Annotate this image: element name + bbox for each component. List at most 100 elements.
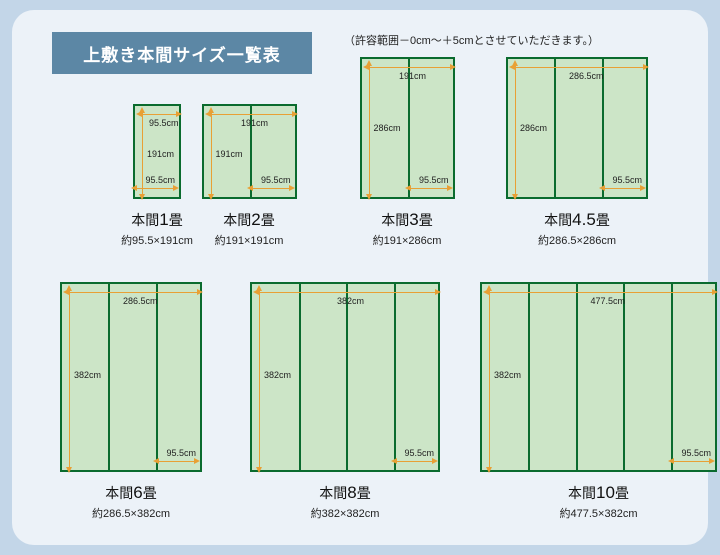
panel-divider (528, 284, 530, 470)
mat-m8: 382cm 382cm 95.5cm 本間8畳約382×382cm (250, 282, 440, 521)
mat-title-suffix: 畳 (143, 485, 157, 501)
mat-title-number: 3 (409, 210, 418, 229)
height-arrow (369, 65, 370, 195)
mat-title-number: 6 (133, 483, 142, 502)
mat-title-suffix: 畳 (419, 212, 433, 228)
mat-m2: 191cm 191cm 95.5cm 本間2畳約191×191cm (194, 104, 304, 248)
mat-title-suffix: 畳 (169, 212, 183, 228)
mat-title: 本間8畳 (250, 483, 440, 503)
width-arrow (514, 67, 644, 68)
panel-width-arrow (396, 461, 434, 462)
panel-divider (576, 284, 578, 470)
height-arrow (259, 290, 260, 468)
height-arrow (142, 112, 143, 195)
panel-width-arrow (673, 461, 710, 462)
panel-width-label: 95.5cm (419, 175, 449, 185)
mat-dimensions: 約191×191cm (194, 232, 304, 248)
width-label: 191cm (241, 118, 268, 128)
mat-title-prefix: 本間 (223, 212, 251, 228)
panel-width-label: 95.5cm (612, 175, 642, 185)
mat-box: 286cm 191cm 95.5cm (360, 57, 455, 199)
panel-divider (623, 284, 625, 470)
width-label: 95.5cm (149, 118, 179, 128)
width-label: 191cm (399, 71, 426, 81)
mat-m45: 286cm 286.5cm 95.5cm 本間4.5畳約286.5×286cm (506, 57, 648, 248)
height-label: 191cm (216, 149, 243, 159)
mat-title: 本間4.5畳 (506, 210, 648, 230)
height-label: 382cm (494, 370, 521, 380)
height-arrow (69, 290, 70, 468)
height-label: 382cm (264, 370, 291, 380)
mat-title: 本間3畳 (352, 210, 462, 230)
panel-width-label: 95.5cm (166, 448, 196, 458)
panel-divider (156, 284, 158, 470)
panel-width-label: 95.5cm (261, 175, 291, 185)
mat-title-prefix: 本間 (105, 485, 133, 501)
mat-title-prefix: 本間 (544, 212, 572, 228)
mat-title-suffix: 畳 (357, 485, 371, 501)
mat-box: 382cm 286.5cm 95.5cm (60, 282, 202, 472)
mat-box: 382cm 477.5cm 95.5cm (480, 282, 717, 472)
height-label: 382cm (74, 370, 101, 380)
mat-title-prefix: 本間 (381, 212, 409, 228)
panel-divider (108, 284, 110, 470)
width-arrow (488, 292, 713, 293)
mat-box: 286cm 286.5cm 95.5cm (506, 57, 648, 199)
mat-title-number: 8 (347, 483, 356, 502)
panel-divider (346, 284, 348, 470)
height-label: 286cm (374, 123, 401, 133)
panel-divider (299, 284, 301, 470)
chart-title: 上敷き本間サイズ一覧表 (52, 32, 312, 74)
mat-dimensions: 約286.5×382cm (60, 505, 202, 521)
height-label: 286cm (520, 123, 547, 133)
mat-box: 382cm 382cm 95.5cm (250, 282, 440, 472)
height-arrow (515, 65, 516, 195)
mat-dimensions: 約286.5×286cm (506, 232, 648, 248)
panel-width-arrow (136, 188, 174, 189)
mat-title-prefix: 本間 (568, 485, 596, 501)
mat-title-prefix: 本間 (131, 212, 159, 228)
height-arrow (211, 112, 212, 195)
panel-divider (671, 284, 673, 470)
width-arrow (210, 114, 293, 115)
panel-divider (554, 59, 556, 197)
panel-width-arrow (604, 188, 641, 189)
width-arrow (368, 67, 451, 68)
height-label: 191cm (147, 149, 174, 159)
mat-box: 191cm 191cm 95.5cm (202, 104, 297, 199)
tolerance-note: （許容範囲－0cm～＋5cmとさせていただきます。） (344, 32, 599, 48)
mat-dimensions: 約191×286cm (352, 232, 462, 248)
mat-dimensions: 約477.5×382cm (480, 505, 717, 521)
mat-dimensions: 約382×382cm (250, 505, 440, 521)
mat-m10: 382cm 477.5cm 95.5cm 本間10畳約477.5×382cm (480, 282, 717, 521)
height-arrow (489, 290, 490, 468)
panel-divider (394, 284, 396, 470)
mat-title-suffix: 畳 (596, 212, 610, 228)
chart-panel: 上敷き本間サイズ一覧表 （許容範囲－0cm～＋5cmとさせていただきます。） 1… (12, 10, 708, 545)
mat-title-suffix: 畳 (261, 212, 275, 228)
panel-width-arrow (158, 461, 195, 462)
mat-box: 191cm 95.5cm 95.5cm (133, 104, 181, 199)
mat-title-prefix: 本間 (319, 485, 347, 501)
width-arrow (258, 292, 436, 293)
mat-title-number: 2 (251, 210, 260, 229)
width-arrow (141, 114, 177, 115)
mat-title-suffix: 畳 (615, 485, 629, 501)
mat-title-number: 1 (159, 210, 168, 229)
width-label: 286.5cm (123, 296, 158, 306)
panel-width-label: 95.5cm (145, 175, 175, 185)
panel-width-label: 95.5cm (681, 448, 711, 458)
mat-m6: 382cm 286.5cm 95.5cm 本間6畳約286.5×382cm (60, 282, 202, 521)
panel-width-arrow (410, 188, 448, 189)
width-arrow (68, 292, 198, 293)
mat-m3: 286cm 191cm 95.5cm 本間3畳約191×286cm (352, 57, 462, 248)
width-label: 286.5cm (569, 71, 604, 81)
panel-width-arrow (252, 188, 290, 189)
width-label: 382cm (337, 296, 364, 306)
mat-title: 本間6畳 (60, 483, 202, 503)
mat-title-number: 4.5 (572, 210, 596, 229)
panel-width-label: 95.5cm (404, 448, 434, 458)
mat-title: 本間2畳 (194, 210, 304, 230)
width-label: 477.5cm (591, 296, 626, 306)
mat-title: 本間10畳 (480, 483, 717, 503)
